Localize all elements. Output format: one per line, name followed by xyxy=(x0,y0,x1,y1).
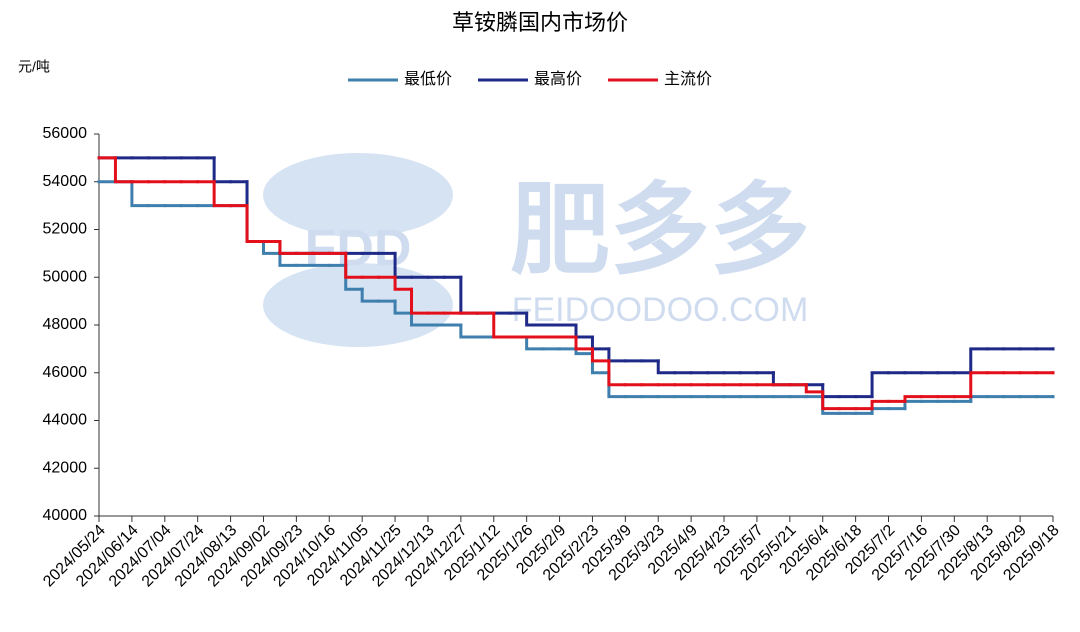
watermark-logo-top xyxy=(263,153,453,237)
y-tick-label: 52000 xyxy=(43,221,88,238)
step-segment xyxy=(821,390,841,411)
step-segment xyxy=(969,347,989,375)
step-segment xyxy=(278,239,298,255)
y-tick-label: 56000 xyxy=(43,125,88,142)
legend-label: 最高价 xyxy=(534,70,582,88)
step-segment xyxy=(245,204,265,243)
step-segment xyxy=(607,347,627,363)
y-tick-label: 48000 xyxy=(43,316,88,333)
watermark-logo-bottom xyxy=(263,263,453,347)
step-segment xyxy=(410,287,430,315)
step-segment xyxy=(344,251,364,279)
step-segment xyxy=(870,407,891,415)
step-segment xyxy=(459,323,479,339)
step-segment xyxy=(393,275,414,291)
step-segment xyxy=(245,180,265,243)
step-segment xyxy=(525,311,545,327)
y-tick-label: 54000 xyxy=(43,173,88,190)
step-segment xyxy=(969,395,989,403)
y-axis-unit: 元/吨 xyxy=(18,59,50,75)
step-segment xyxy=(278,251,298,267)
step-segment xyxy=(574,347,594,356)
y-tick-label: 42000 xyxy=(43,459,88,476)
step-segment xyxy=(607,359,627,387)
step-segment xyxy=(590,347,611,363)
step-segment xyxy=(245,204,265,243)
series xyxy=(97,156,1055,411)
step-segment xyxy=(261,239,282,255)
chart-title: 草铵膦国内市场价 xyxy=(452,10,628,35)
y-tick-label: 44000 xyxy=(43,412,88,429)
step-segment xyxy=(821,383,841,399)
step-segment xyxy=(771,371,792,387)
step-segment xyxy=(870,371,891,399)
y-tick-label: 50000 xyxy=(43,268,88,285)
step-segment xyxy=(525,335,545,351)
series xyxy=(97,156,1055,399)
step-segment xyxy=(870,399,891,411)
step-segment xyxy=(903,399,923,411)
step-segment xyxy=(212,180,233,208)
watermark: FDD 肥多多 FEIDOODOO.COM xyxy=(263,153,810,347)
y-tick-label: 46000 xyxy=(43,364,88,381)
step-segment xyxy=(360,287,381,303)
step-segment xyxy=(821,395,841,415)
step-segment xyxy=(459,275,479,315)
step-segment xyxy=(130,180,150,208)
step-segment xyxy=(410,311,430,327)
step-segment xyxy=(492,311,512,339)
step-segment xyxy=(113,156,134,184)
watermark-site: FEIDOODOO.COM xyxy=(512,291,809,329)
legend-label: 最低价 xyxy=(404,70,452,88)
step-segment xyxy=(590,335,611,351)
step-segment xyxy=(656,359,677,375)
legend-label: 主流价 xyxy=(664,70,712,88)
step-segment xyxy=(590,352,611,375)
step-segment xyxy=(969,371,989,399)
step-segment xyxy=(393,299,414,315)
step-segment xyxy=(903,395,923,403)
step-segment xyxy=(804,383,825,394)
step-segment xyxy=(212,156,233,184)
y-tick-label: 40000 xyxy=(43,507,88,524)
watermark-brand: 肥多多 xyxy=(510,174,810,286)
step-segment xyxy=(278,239,298,255)
step-segment xyxy=(574,335,594,351)
